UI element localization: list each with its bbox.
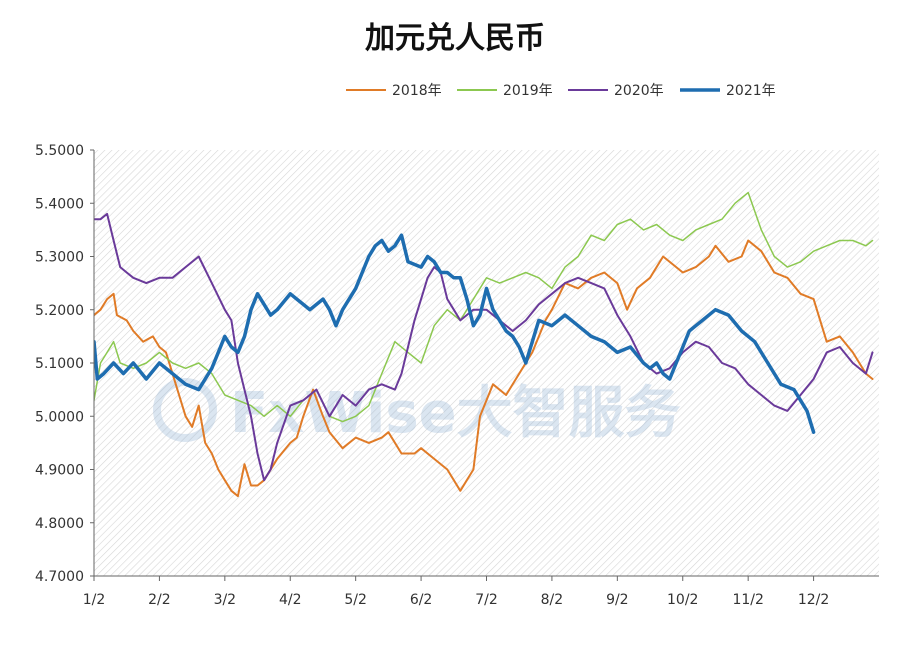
x-tick-label: 8/2 [541, 592, 564, 608]
y-tick-label: 5.5000 [35, 143, 84, 159]
series-line-2021年 [94, 233, 816, 434]
y-tick-label: 5.0000 [35, 409, 84, 425]
y-tick-label: 5.2000 [35, 303, 84, 319]
plot-area-background [94, 150, 879, 576]
x-axis: 1/2 2/2 3/2 4/2 5/2 6/2 7/2 8/2 9/2 10/2 11/2 12/2 [83, 576, 829, 608]
y-tick-label: 5.4000 [35, 196, 84, 212]
series-layer [94, 191, 874, 498]
legend-item: 2018年 [346, 83, 442, 99]
y-axis: 4.7000 4.8000 4.9000 5.0000 5.1000 5.2000 5.30… [35, 143, 94, 585]
legend-label: 2019年 [503, 83, 553, 99]
x-tick-label: 12/2 [798, 592, 829, 608]
legend-label: 2021年 [726, 83, 776, 99]
x-tick-label: 2/2 [148, 592, 171, 608]
x-tick-label: 5/2 [344, 592, 367, 608]
x-tick-label: 9/2 [606, 592, 629, 608]
x-tick-label: 6/2 [410, 592, 433, 608]
watermark: FxWise大智服务 [153, 378, 681, 446]
y-tick-label: 4.8000 [35, 516, 84, 532]
legend-item: 2021年 [680, 83, 776, 99]
series-line-2018年 [94, 239, 874, 498]
chart-title: 加元兑人民币 [365, 21, 545, 56]
y-tick-label: 5.1000 [35, 356, 84, 372]
x-tick-label: 11/2 [732, 592, 763, 608]
y-tick-label: 4.7000 [35, 569, 84, 585]
legend-item: 2019年 [457, 83, 553, 99]
legend-label: 2018年 [392, 83, 442, 99]
legend-label: 2020年 [614, 83, 664, 99]
y-tick-label: 4.9000 [35, 463, 84, 479]
x-tick-label: 4/2 [279, 592, 302, 608]
x-tick-label: 3/2 [214, 592, 237, 608]
x-tick-label: 1/2 [83, 592, 106, 608]
y-tick-label: 5.3000 [35, 250, 84, 266]
series-line-2019年 [94, 191, 874, 423]
x-tick-label: 10/2 [667, 592, 698, 608]
chart-legend: 2018年 2019年 2020年 2021年 [346, 83, 776, 99]
legend-item: 2020年 [568, 83, 664, 99]
x-tick-label: 7/2 [475, 592, 498, 608]
